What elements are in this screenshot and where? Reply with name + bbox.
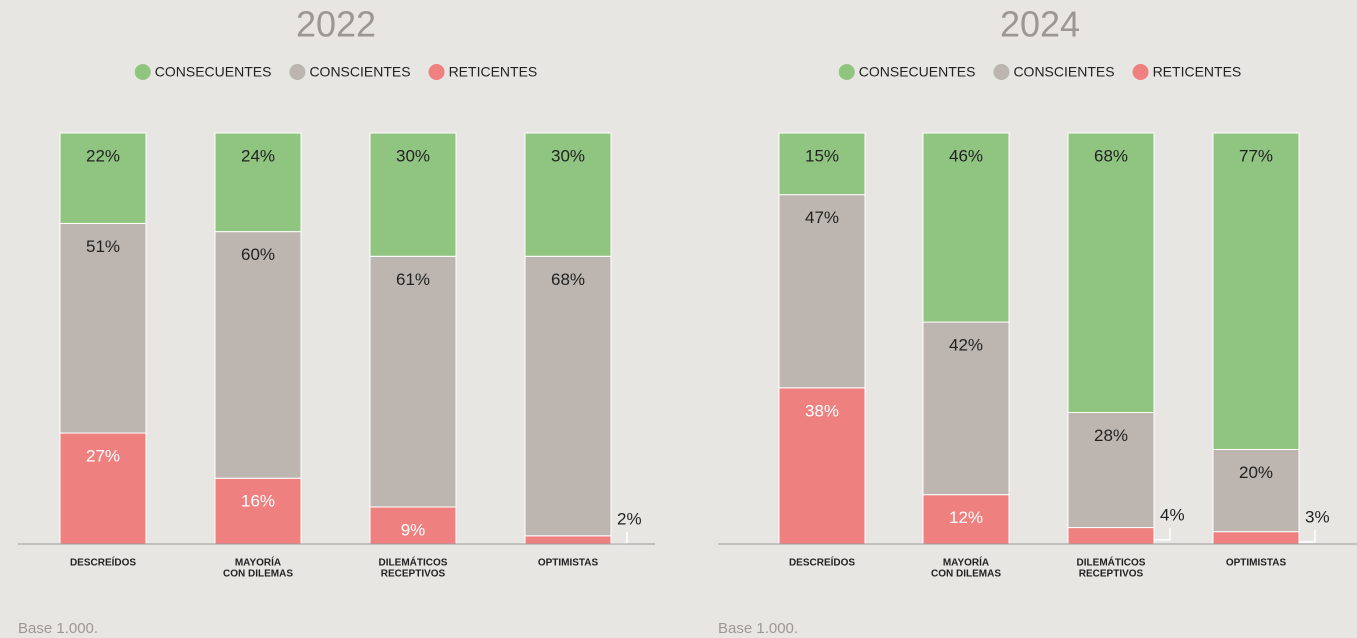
data-label: 30% bbox=[396, 146, 430, 165]
data-label: 61% bbox=[396, 270, 430, 289]
legend-label: CONSECUENTES bbox=[859, 64, 976, 80]
data-label: 60% bbox=[241, 245, 275, 264]
legend-swatch bbox=[134, 64, 151, 80]
data-label: 30% bbox=[551, 146, 585, 165]
bar-segment bbox=[59, 222, 147, 434]
data-label: 68% bbox=[1094, 146, 1128, 165]
bar-segment bbox=[778, 387, 866, 545]
data-label: 3% bbox=[1305, 507, 1330, 526]
bar-segment bbox=[59, 432, 147, 545]
data-label: 24% bbox=[241, 146, 275, 165]
leader-line bbox=[1299, 529, 1316, 543]
x-tick-label: OPTIMISTAS bbox=[1226, 558, 1287, 569]
legend-label: CONSECUENTES bbox=[155, 64, 272, 80]
data-label: 16% bbox=[241, 492, 275, 511]
bar-segment bbox=[778, 194, 866, 389]
data-label: 68% bbox=[551, 270, 585, 289]
leader-line bbox=[1154, 527, 1171, 541]
x-tick-label: DILEMÁTICOS bbox=[379, 556, 448, 569]
bar-segment bbox=[524, 132, 612, 257]
bar-segment bbox=[524, 535, 612, 545]
bar-segment bbox=[1067, 527, 1155, 545]
data-label: 38% bbox=[805, 401, 839, 420]
legend-label: CONSCIENTES bbox=[309, 64, 410, 80]
data-label: 15% bbox=[805, 146, 839, 165]
legend-swatch bbox=[428, 64, 445, 80]
chart-title: 2024 bbox=[1000, 4, 1080, 45]
bar-segment bbox=[214, 477, 302, 545]
data-label: 12% bbox=[949, 508, 983, 527]
bar-segment bbox=[778, 132, 866, 196]
bar-segment bbox=[214, 231, 302, 479]
x-tick-label: CON DILEMAS bbox=[223, 569, 293, 580]
data-label: 27% bbox=[86, 447, 120, 466]
x-tick-label: DILEMÁTICOS bbox=[1077, 556, 1146, 569]
legend-label: RETICENTES bbox=[1153, 64, 1242, 80]
x-tick-label: DESCREÍDOS bbox=[70, 556, 136, 569]
bar-segment bbox=[1212, 531, 1300, 545]
legend-swatch bbox=[838, 64, 855, 80]
chart-title: 2022 bbox=[296, 4, 376, 45]
data-label: 4% bbox=[1160, 505, 1185, 524]
data-label: 2% bbox=[617, 509, 642, 528]
legend-swatch bbox=[289, 64, 306, 80]
x-tick-label: MAYORÍA bbox=[943, 556, 989, 569]
data-label: 47% bbox=[805, 208, 839, 227]
bar-segment bbox=[922, 321, 1010, 496]
data-label: 51% bbox=[86, 237, 120, 256]
bar-segment bbox=[1212, 448, 1300, 533]
legend-swatch bbox=[1132, 64, 1149, 80]
data-label: 77% bbox=[1239, 146, 1273, 165]
bar-segment bbox=[922, 494, 1010, 545]
data-label: 20% bbox=[1239, 463, 1273, 482]
x-tick-label: RECEPTIVOS bbox=[381, 569, 446, 580]
data-label: 22% bbox=[86, 146, 120, 165]
bar-segment bbox=[59, 132, 147, 224]
bar-segment bbox=[1067, 411, 1155, 529]
footnote: Base 1.000. bbox=[18, 620, 98, 637]
bar-segment bbox=[524, 255, 612, 537]
bar-segment bbox=[922, 132, 1010, 323]
data-label: 28% bbox=[1094, 426, 1128, 445]
legend-swatch bbox=[993, 64, 1010, 80]
data-label: 9% bbox=[401, 520, 426, 539]
x-tick-label: DESCREÍDOS bbox=[789, 556, 855, 569]
bar-segment bbox=[369, 255, 457, 508]
data-label: 42% bbox=[949, 336, 983, 355]
x-tick-label: CON DILEMAS bbox=[931, 569, 1001, 580]
footnote: Base 1.000. bbox=[718, 620, 798, 637]
legend-label: CONSCIENTES bbox=[1013, 64, 1114, 80]
bar-segment bbox=[214, 132, 302, 233]
bar-segment bbox=[369, 132, 457, 257]
bar-segment bbox=[1067, 132, 1155, 413]
data-label: 46% bbox=[949, 146, 983, 165]
x-tick-label: MAYORÍA bbox=[235, 556, 281, 569]
leader-line bbox=[611, 531, 628, 545]
x-tick-label: OPTIMISTAS bbox=[538, 558, 599, 569]
legend-label: RETICENTES bbox=[449, 64, 538, 80]
x-tick-label: RECEPTIVOS bbox=[1079, 569, 1144, 580]
bar-segment bbox=[1212, 132, 1300, 450]
